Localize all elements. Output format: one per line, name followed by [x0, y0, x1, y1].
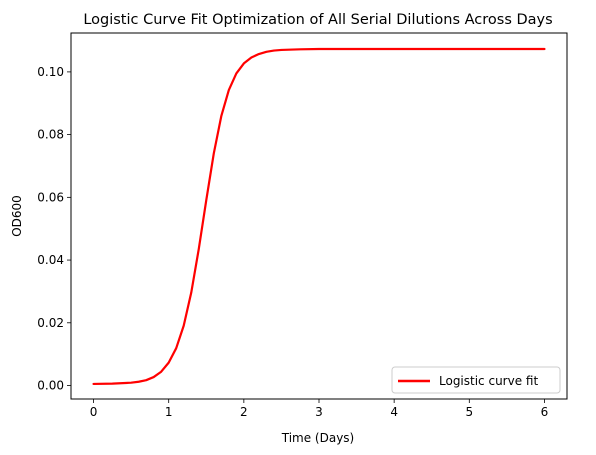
series-line [92, 47, 546, 386]
y-tick-label: 0.10 [37, 65, 64, 79]
y-tick-label: 0.06 [37, 190, 64, 204]
x-axis-label: Time (Days) [281, 431, 355, 445]
y-tick-label: 0.02 [37, 316, 64, 330]
x-tick-label: 5 [465, 405, 473, 419]
x-axis-ticks: 0 1 2 3 4 5 6 [90, 399, 549, 419]
y-axis-ticks: 0.00 0.02 0.04 0.06 0.08 0.10 [37, 65, 71, 393]
axes-background [71, 33, 567, 399]
y-axis-label: OD600 [10, 195, 24, 237]
legend: Logistic curve fit [391, 366, 561, 394]
x-tick-label: 1 [165, 405, 173, 419]
x-tick-label: 3 [315, 405, 323, 419]
legend-label: Logistic curve fit [439, 374, 538, 388]
y-tick-label: 0.00 [37, 379, 64, 393]
x-tick-label: 2 [240, 405, 248, 419]
x-tick-label: 4 [390, 405, 398, 419]
x-tick-label: 0 [90, 405, 98, 419]
chart-title: Logistic Curve Fit Optimization of All S… [83, 12, 552, 28]
series-layer [92, 47, 546, 386]
x-tick-label: 6 [541, 405, 549, 419]
legend-box [391, 366, 561, 394]
plot-area [70, 32, 568, 400]
y-tick-label: 0.04 [37, 253, 64, 267]
y-tick-label: 0.08 [37, 128, 64, 142]
